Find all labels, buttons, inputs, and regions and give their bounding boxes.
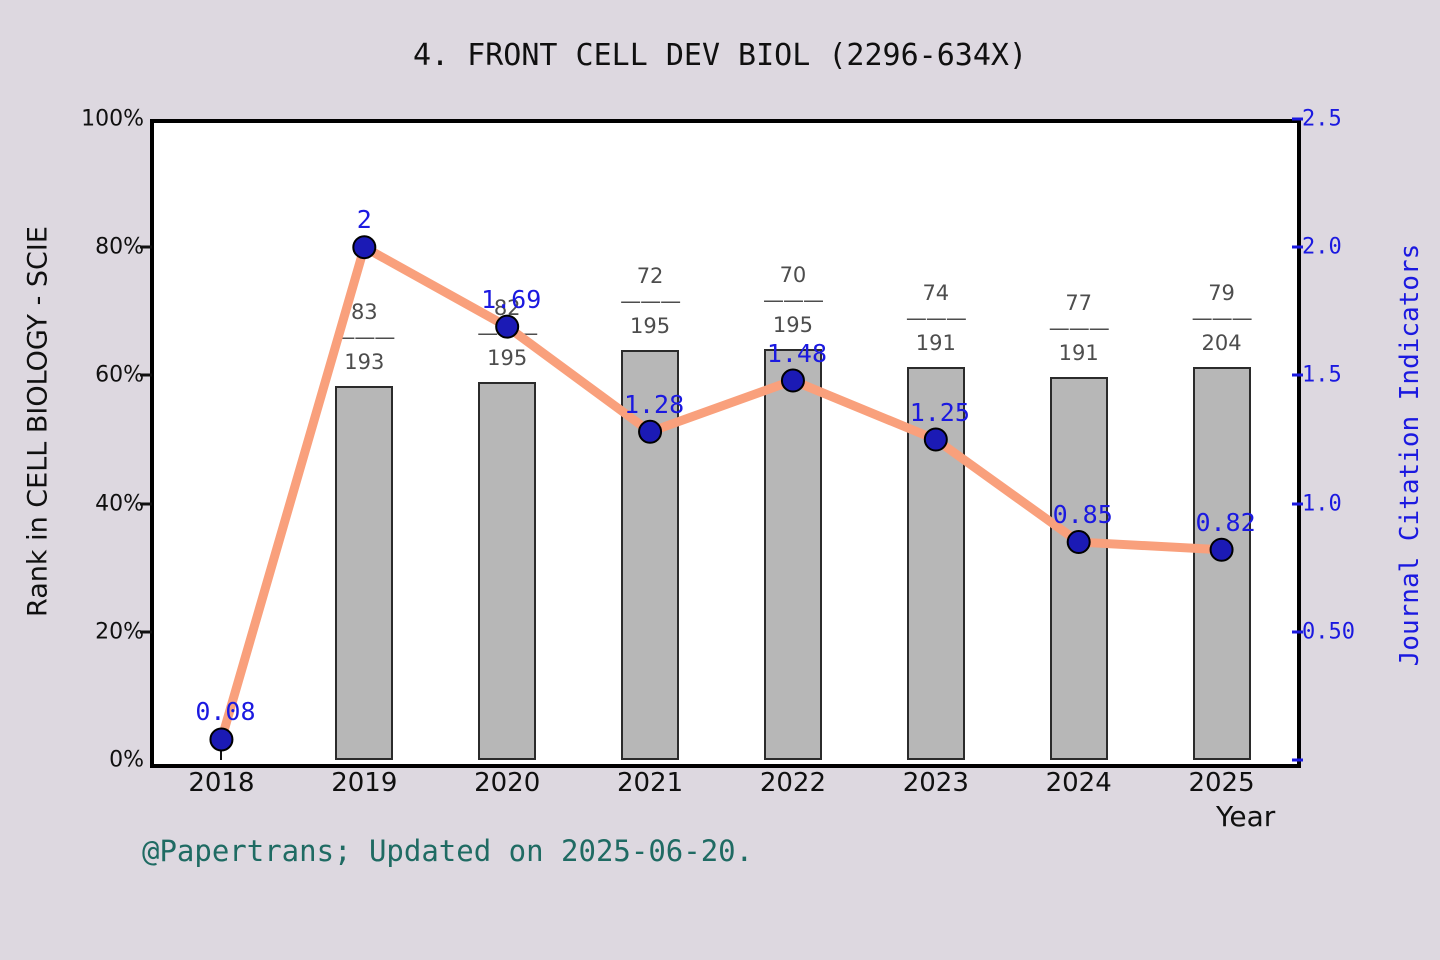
y-axis-right-tick-1-5: 1.5: [1302, 362, 1342, 388]
plot-area: [150, 119, 1301, 768]
bar-2025: [1192, 367, 1251, 760]
y-axis-right-tickmark-zero: [1292, 758, 1303, 762]
y-axis-right-tickmark: [1292, 245, 1303, 249]
jci-value-2022: 1.48: [766, 338, 828, 368]
rank-fraction-2022: 70 ——— 195: [762, 263, 824, 338]
x-axis-tick-2020: 2020: [474, 768, 541, 798]
y-axis-left-tick-40: 40%: [95, 491, 144, 517]
rank-numerator: 74: [922, 281, 950, 306]
y-axis-left-label: Rank in CELL BIOLOGY - SCIE: [22, 226, 54, 617]
y-axis-right-tickmark: [1292, 117, 1303, 121]
y-axis-left-tickmark: [140, 373, 152, 377]
y-axis-left-tick-60: 60%: [95, 362, 144, 388]
y-axis-right-tick-1: 1.0: [1302, 491, 1342, 517]
bar-2024: [1049, 377, 1108, 760]
rank-fraction-2021: 72 ——— 195: [620, 264, 681, 339]
x-axis-tick-2018: 2018: [188, 768, 255, 798]
rank-denominator: 191: [915, 331, 956, 356]
bar-2022: [763, 349, 822, 760]
x-axis-tick-2025: 2025: [1188, 768, 1255, 798]
x-axis-tickmark: [220, 747, 223, 760]
y-axis-right-tick-2-5: 2.5: [1302, 106, 1342, 132]
rank-denominator: 195: [772, 313, 813, 338]
jci-value-2023: 1.25: [909, 397, 970, 427]
y-axis-left-tickmark: [140, 502, 152, 506]
fraction-divider: ———: [620, 289, 681, 314]
rank-denominator: 204: [1201, 331, 1242, 356]
y-axis-left-tickmark: [140, 630, 152, 634]
fraction-divider: ———: [334, 325, 395, 350]
x-axis-tick-2022: 2022: [759, 768, 827, 798]
y-axis-left-tick-80: 80%: [95, 234, 144, 260]
bar-2019: [335, 386, 394, 760]
rank-fraction-2019: 83 ——— 193: [334, 300, 395, 375]
jci-value-2021: 1.28: [623, 389, 685, 419]
rank-denominator: 193: [344, 350, 385, 375]
rank-numerator: 77: [1065, 291, 1093, 316]
jci-value-2019: 2: [356, 205, 372, 235]
rank-fraction-2024: 77 ——— 191: [1048, 291, 1110, 366]
x-axis-tick-2019: 2019: [331, 768, 398, 798]
x-axis-tick-2023: 2023: [902, 768, 969, 798]
y-axis-right-tickmark: [1292, 373, 1303, 377]
y-axis-right-tick-0-5: 0.50: [1302, 619, 1355, 645]
rank-denominator: 191: [1058, 341, 1099, 366]
rank-denominator: 195: [630, 314, 671, 339]
y-axis-left-tick-100: 100%: [81, 106, 144, 132]
y-axis-right-tick-2: 2.0: [1302, 234, 1342, 260]
jci-value-2025: 0.82: [1195, 507, 1256, 537]
y-axis-left-tickmark: [140, 245, 152, 249]
fraction-divider: ———: [762, 288, 824, 313]
footer-note: @Papertrans; Updated on 2025-06-20.: [142, 834, 754, 868]
rank-numerator: 79: [1208, 281, 1235, 306]
y-axis-left-tick-0: 0%: [109, 747, 144, 773]
x-axis-tick-2021: 2021: [616, 768, 684, 798]
fraction-divider: ———: [905, 306, 967, 331]
y-axis-left-tick-20: 20%: [95, 619, 144, 645]
x-axis-tick-2024: 2024: [1045, 768, 1112, 798]
rank-numerator: 70: [779, 263, 807, 288]
rank-numerator: 72: [636, 264, 664, 289]
chart-title: 4. FRONT CELL DEV BIOL (2296-634X): [412, 38, 1028, 73]
rank-numerator: 83: [350, 300, 378, 325]
jci-value-2020: 1.69: [481, 284, 542, 314]
fraction-divider: ———: [1191, 306, 1253, 331]
rank-fraction-2023: 74 ——— 191: [905, 281, 967, 356]
fraction-divider: ———: [477, 320, 538, 345]
rank-fraction-2025: 79 ——— 204: [1191, 281, 1253, 356]
y-axis-right-label: Journal Citation Indicators: [1395, 243, 1425, 667]
y-axis-right-tickmark: [1292, 502, 1303, 506]
jci-value-2018: 0.08: [195, 697, 256, 727]
fraction-divider: ———: [1048, 316, 1110, 341]
y-axis-right-tickmark: [1292, 630, 1303, 634]
bar-2020: [478, 381, 537, 760]
x-axis-label: Year: [1216, 800, 1276, 833]
rank-denominator: 195: [487, 345, 528, 370]
jci-value-2024: 0.85: [1052, 500, 1113, 530]
